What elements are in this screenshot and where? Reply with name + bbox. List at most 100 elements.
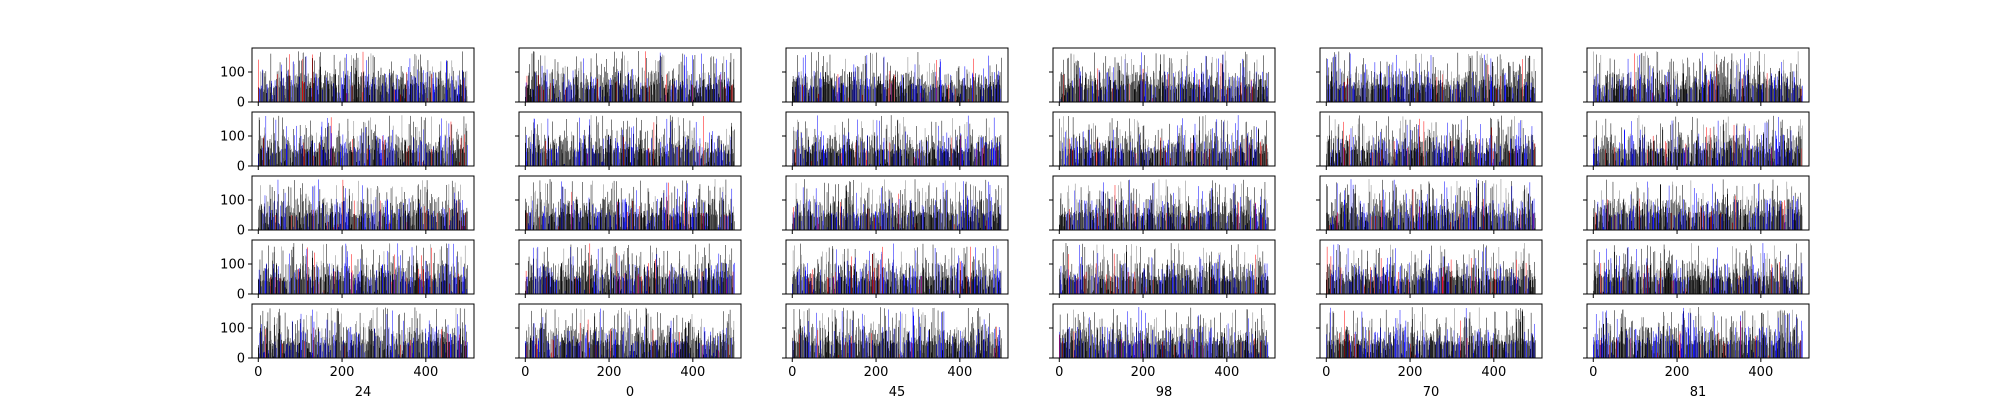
bar — [1348, 86, 1349, 102]
bar — [1482, 58, 1483, 102]
bar — [1060, 153, 1061, 166]
bar — [270, 155, 272, 166]
bar — [394, 153, 396, 166]
bar — [314, 152, 316, 166]
bar — [733, 153, 734, 166]
bar — [845, 135, 847, 166]
bar — [1786, 78, 1788, 102]
bar — [1478, 80, 1480, 102]
bar — [308, 81, 310, 102]
bar — [1759, 65, 1760, 102]
bar — [892, 140, 893, 166]
bar — [526, 85, 527, 102]
bar — [1430, 55, 1432, 102]
bar — [1680, 89, 1682, 102]
bar — [1785, 85, 1787, 102]
bar — [1406, 60, 1407, 102]
bar — [433, 152, 435, 166]
bar — [792, 149, 793, 166]
bar — [980, 85, 982, 102]
bar — [1194, 68, 1195, 102]
bar — [431, 73, 432, 102]
bar — [1664, 84, 1666, 102]
bar — [271, 142, 272, 166]
bar — [429, 70, 431, 102]
bar — [985, 135, 986, 166]
bar — [1140, 132, 1141, 166]
bar — [992, 75, 993, 102]
bar — [645, 131, 646, 166]
bar — [1134, 147, 1135, 166]
bar — [864, 55, 866, 102]
bar — [916, 144, 918, 166]
bar — [659, 156, 660, 166]
bar — [529, 148, 530, 166]
bar — [392, 86, 393, 102]
bar — [426, 72, 428, 102]
bar — [1723, 60, 1724, 102]
bar — [683, 118, 684, 166]
bar — [671, 85, 673, 102]
bar — [1609, 58, 1611, 102]
bar — [1663, 85, 1664, 102]
bar — [1110, 157, 1112, 166]
bar — [376, 84, 377, 102]
bar — [1195, 142, 1196, 166]
bar — [299, 143, 300, 166]
bar — [336, 137, 337, 166]
bar — [1633, 86, 1634, 102]
bar — [1175, 71, 1176, 102]
bar — [1075, 158, 1077, 166]
bar — [528, 146, 530, 166]
bar — [1368, 97, 1370, 102]
bar — [991, 86, 992, 102]
bar — [638, 94, 640, 102]
bar — [1636, 93, 1638, 102]
bar — [300, 149, 301, 166]
bar — [795, 162, 796, 166]
bar — [1166, 86, 1167, 102]
bar — [627, 74, 628, 102]
bar — [807, 139, 809, 166]
bar — [1503, 99, 1505, 102]
bar — [706, 87, 707, 102]
bar — [417, 84, 419, 102]
bar — [1645, 84, 1646, 102]
bar — [794, 81, 796, 102]
bar — [1113, 81, 1115, 102]
bar — [1597, 86, 1598, 102]
bar — [908, 85, 909, 102]
bar — [1205, 115, 1206, 166]
bar — [1227, 87, 1229, 102]
bar — [889, 151, 890, 166]
bar — [866, 80, 867, 102]
bar — [275, 86, 276, 102]
bar — [268, 147, 269, 166]
bar — [438, 137, 440, 166]
bar — [562, 153, 563, 166]
bar — [1461, 78, 1463, 102]
bar — [619, 86, 621, 102]
bar — [1064, 95, 1065, 102]
bar — [808, 89, 809, 102]
bar — [689, 89, 691, 102]
bar — [1061, 93, 1063, 102]
bar — [459, 149, 461, 166]
bar — [1615, 95, 1617, 102]
bar — [837, 151, 838, 166]
bar — [613, 79, 614, 102]
bar — [444, 86, 445, 102]
bar — [586, 87, 588, 102]
bar — [803, 96, 805, 102]
bar — [1225, 141, 1226, 166]
bar — [842, 69, 843, 102]
bar — [338, 96, 340, 102]
bar — [422, 82, 423, 102]
bar — [1181, 148, 1183, 166]
bar — [421, 66, 422, 102]
bar — [807, 151, 808, 166]
bar — [541, 65, 543, 102]
bar — [982, 147, 984, 166]
bar — [843, 145, 844, 166]
bar — [1374, 62, 1376, 102]
